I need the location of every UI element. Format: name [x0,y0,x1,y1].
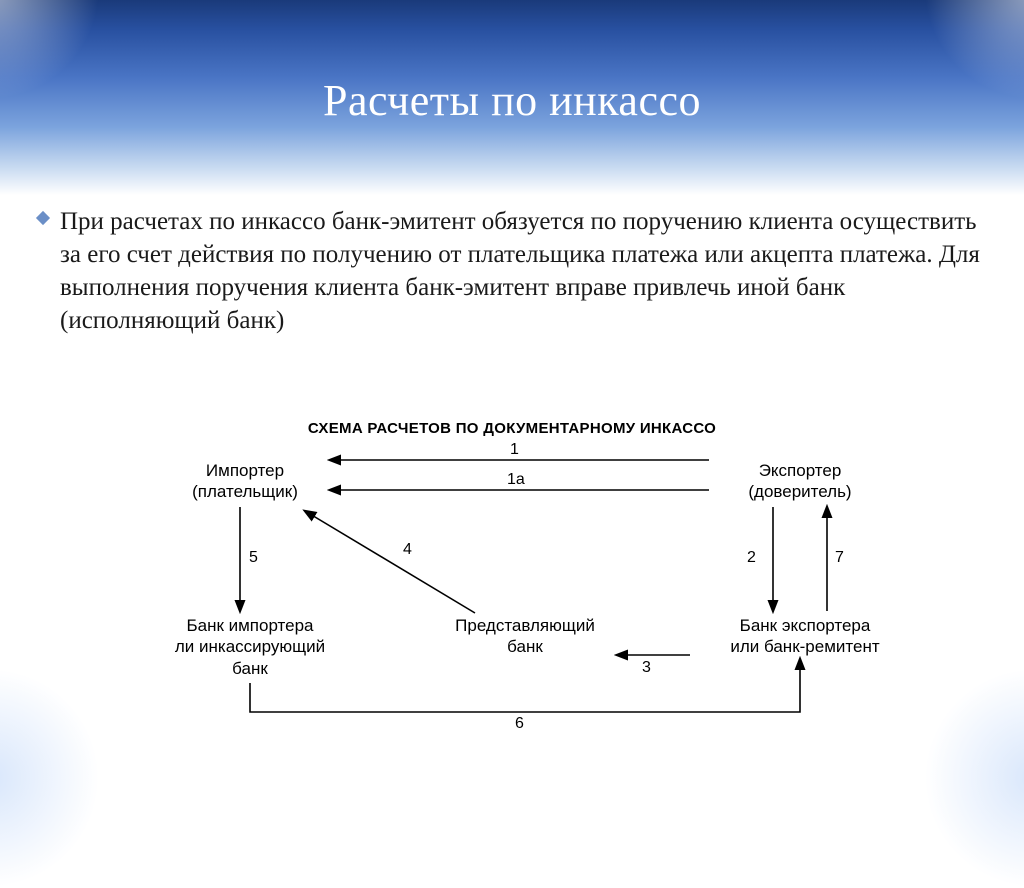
edge-label-e2: 2 [747,549,756,567]
corner-glow [0,668,100,888]
edge-label-e1a: 1a [507,471,525,489]
flowchart-node-exporter_bank: Банк экспортераили банк-ремитент [695,615,915,658]
bullet-icon [36,211,50,225]
body-paragraph: При расчетах по инкассо банк-эмитент обя… [60,205,984,337]
slide-title: Расчеты по инкассо [0,75,1024,126]
slide: Расчеты по инкассо При расчетах по инкас… [0,0,1024,768]
edge-label-e4: 4 [403,541,412,559]
flowchart-node-importer: Импортер(плательщик) [160,460,330,503]
diagram-title: СХЕМА РАСЧЕТОВ ПО ДОКУМЕНТАРНОМУ ИНКАССО [0,420,1024,437]
edge-label-e1: 1 [510,441,519,459]
flowchart-node-presenting_bank: Представляющийбанк [435,615,615,658]
edge-label-e3: 3 [642,659,651,677]
flowchart-diagram: Импортер(плательщик) Экспортер(доверитель… [105,445,915,735]
flowchart-node-exporter: Экспортер(доверитель) [715,460,885,503]
edge-label-e5: 5 [249,549,258,567]
corner-glow [924,668,1024,888]
edge-e4 [305,511,475,613]
edge-label-e7: 7 [835,549,844,567]
flowchart-node-importer_bank: Банк импортерали инкассирующийбанк [130,615,370,679]
edge-label-e6: 6 [515,715,524,733]
